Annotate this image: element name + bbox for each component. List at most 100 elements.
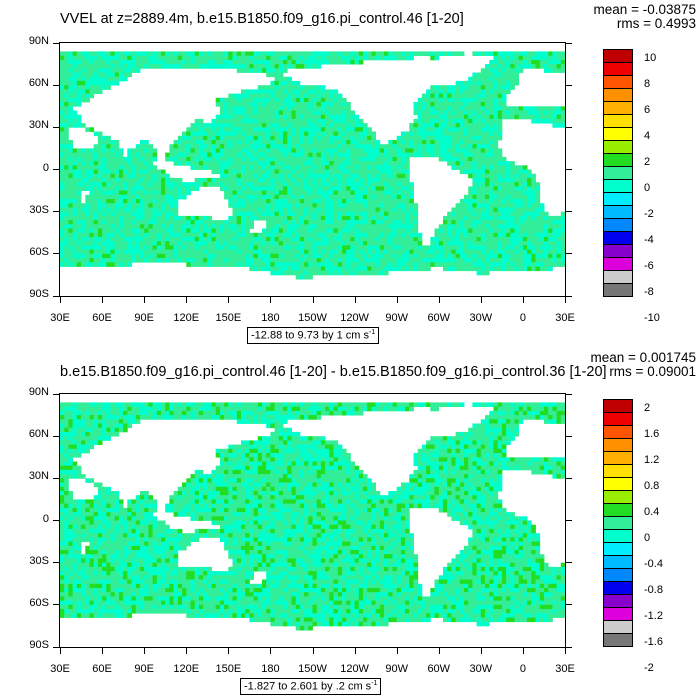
ocean-grid-cell <box>118 169 124 175</box>
ocean-grid-cell <box>299 253 305 259</box>
ocean-grid-cell <box>295 182 301 187</box>
ocean-grid-cell <box>110 186 116 192</box>
ocean-grid-cell <box>156 177 162 183</box>
ocean-grid-cell <box>224 55 229 61</box>
colorbar-swatch <box>603 270 633 284</box>
ocean-grid-cell <box>262 97 267 103</box>
ocean-grid-cell <box>152 169 158 175</box>
ocean-grid-cell <box>262 123 267 128</box>
ocean-grid-cell <box>253 114 259 120</box>
ocean-grid-cell <box>232 106 238 111</box>
ocean-grid-cell <box>506 72 511 78</box>
ocean-grid-cell <box>118 173 124 179</box>
ocean-grid-cell <box>493 131 499 137</box>
ocean-grid-cell <box>333 232 339 238</box>
ocean-grid-cell <box>304 220 309 225</box>
ocean-grid-cell <box>510 232 515 238</box>
ocean-grid-cell <box>156 402 162 408</box>
ocean-grid-cell <box>510 253 515 259</box>
ocean-grid-cell <box>106 194 111 200</box>
ocean-grid-cell <box>464 241 469 246</box>
ocean-grid-cell <box>308 106 313 111</box>
ocean-grid-cell <box>299 127 305 132</box>
ocean-grid-cell <box>249 211 255 217</box>
ocean-grid-cell <box>400 258 406 263</box>
ocean-grid-cell <box>388 173 393 179</box>
ocean-grid-cell <box>198 59 204 65</box>
ocean-grid-cell <box>493 110 499 116</box>
ocean-grid-cell <box>144 186 149 192</box>
ocean-grid-cell <box>135 169 141 175</box>
ocean-grid-cell <box>295 190 301 196</box>
ocean-grid-cell <box>506 190 511 196</box>
ocean-grid-cell <box>245 135 250 141</box>
ocean-grid-cell <box>522 203 528 208</box>
ocean-grid-cell <box>518 406 524 412</box>
ocean-grid-cell <box>207 177 212 183</box>
ocean-grid-cell <box>409 199 414 204</box>
ocean-grid-cell <box>299 156 305 162</box>
ocean-grid-cell <box>472 106 478 111</box>
ocean-grid-cell <box>358 402 364 408</box>
ocean-grid-cell <box>493 169 499 175</box>
ocean-grid-cell <box>333 123 339 128</box>
ocean-grid-cell <box>110 224 116 229</box>
ocean-grid-cell <box>161 258 166 263</box>
ocean-grid-cell <box>291 64 297 69</box>
ocean-grid-cell <box>430 114 435 120</box>
ocean-grid-cell <box>232 232 238 238</box>
ocean-grid-cell <box>447 97 452 103</box>
ocean-grid-cell <box>522 199 528 204</box>
ocean-grid-cell <box>480 89 486 95</box>
ocean-grid-cell <box>299 258 305 263</box>
ocean-grid-cell <box>72 241 78 246</box>
ocean-grid-cell <box>140 253 145 259</box>
ocean-grid-cell <box>476 203 482 208</box>
ocean-grid-cell <box>312 106 318 111</box>
ocean-grid-cell <box>518 253 524 259</box>
ocean-grid-cell <box>295 118 301 124</box>
ocean-grid-cell <box>207 224 212 229</box>
ocean-grid-cell <box>392 266 398 272</box>
ocean-grid-cell <box>219 402 225 408</box>
ocean-grid-cell <box>535 190 541 196</box>
ocean-grid-cell <box>177 161 183 166</box>
ocean-grid-cell <box>438 102 444 107</box>
ocean-grid-cell <box>127 228 132 234</box>
ocean-grid-cell <box>198 215 204 221</box>
ocean-grid-cell <box>68 199 74 204</box>
ocean-grid-cell <box>257 161 263 166</box>
ocean-grid-cell <box>396 186 402 192</box>
ocean-grid-cell <box>489 156 494 162</box>
ocean-grid-cell <box>350 55 356 61</box>
ocean-grid-cell <box>443 93 448 99</box>
ocean-grid-cell <box>169 203 175 208</box>
ocean-grid-cell <box>388 249 393 255</box>
ocean-grid-cell <box>236 165 242 170</box>
ocean-grid-cell <box>140 55 145 61</box>
ocean-grid-cell <box>447 114 452 120</box>
ocean-grid-cell <box>186 127 191 132</box>
ocean-grid-cell <box>329 118 334 124</box>
ocean-grid-cell <box>320 123 326 128</box>
ocean-grid-cell <box>413 152 419 158</box>
ocean-grid-cell <box>312 207 318 213</box>
ocean-grid-cell <box>270 148 276 154</box>
ocean-grid-cell <box>358 228 364 234</box>
latitude-tick-mark <box>53 126 59 128</box>
ocean-grid-cell <box>60 228 65 234</box>
ocean-grid-cell <box>556 253 562 259</box>
ocean-grid-cell <box>426 110 431 116</box>
ocean-grid-cell <box>539 258 545 263</box>
ocean-grid-cell <box>241 102 246 107</box>
ocean-grid-cell <box>60 55 65 61</box>
ocean-grid-cell <box>333 127 339 132</box>
ocean-grid-cell <box>190 249 196 255</box>
ocean-grid-cell <box>396 152 402 158</box>
ocean-grid-cell <box>270 177 276 183</box>
ocean-grid-cell <box>527 64 532 69</box>
ocean-grid-cell <box>522 245 528 251</box>
ocean-grid-cell <box>182 131 187 137</box>
ocean-grid-cell <box>148 406 154 412</box>
ocean-grid-cell <box>287 194 292 200</box>
